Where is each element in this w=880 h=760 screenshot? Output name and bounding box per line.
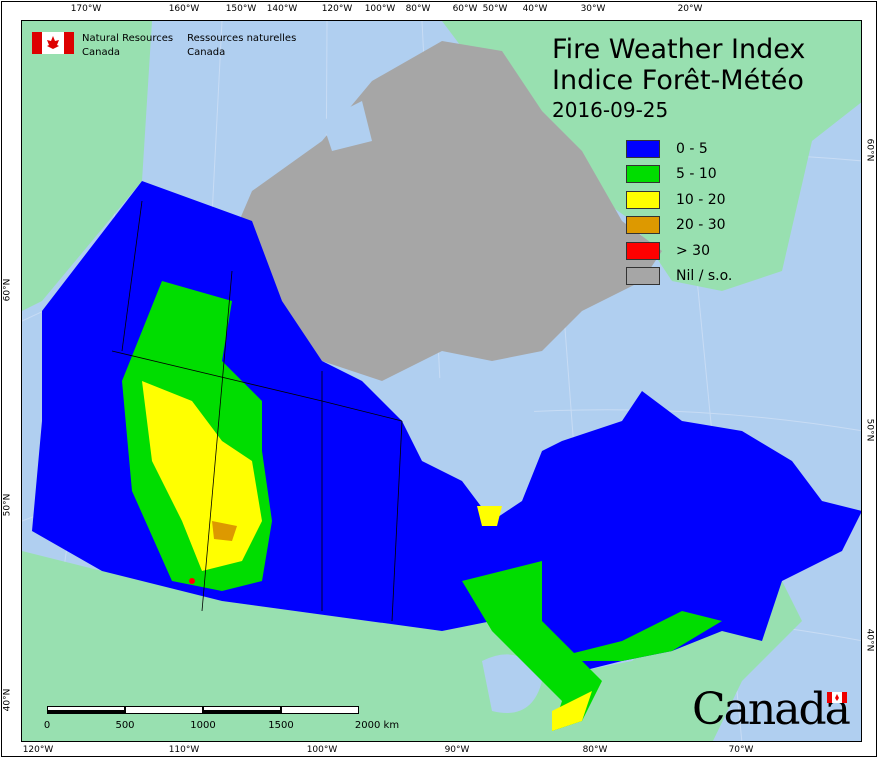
fwi-10-20-west — [142, 381, 262, 571]
legend-swatch — [626, 267, 660, 286]
legend-label: 0 - 5 — [676, 140, 708, 157]
fwi-5-10-ontario — [462, 561, 602, 731]
lon-label-top: 50°W — [482, 4, 508, 14]
alaska — [22, 21, 152, 311]
agency-fr-2: Canada — [187, 47, 226, 58]
legend-label: 10 - 20 — [676, 191, 726, 208]
legend-swatch — [626, 216, 660, 235]
lon-label-top: 120°W — [321, 4, 353, 14]
legend-swatch — [626, 139, 660, 158]
agency-fr: Ressources naturelles — [187, 33, 297, 44]
hudson-bay — [402, 371, 542, 521]
arctic-channel — [322, 101, 372, 151]
fwi-10-20-ontario — [552, 691, 592, 731]
scale-segment — [125, 706, 203, 714]
scale-segment — [281, 706, 359, 714]
arctic-archipelago-nil — [222, 41, 662, 381]
lon-label-bottom: 80°W — [582, 745, 608, 755]
legend-label: > 30 — [676, 242, 710, 259]
scale-segment — [47, 706, 125, 714]
borders — [111, 200, 403, 622]
fwi-5-10-quebec — [542, 611, 722, 661]
legend-item: 5 - 10 — [626, 162, 732, 188]
fwi-map[interactable] — [21, 20, 862, 742]
legend-label: 5 - 10 — [676, 166, 717, 183]
scale-label: 2000 km — [354, 720, 400, 731]
lon-label-bottom: 110°W — [168, 745, 200, 755]
title-en: Fire Weather Index — [552, 34, 806, 65]
lon-label-top: 170°W — [70, 4, 102, 14]
legend-item: > 30 — [626, 238, 732, 264]
lon-label-bottom: 120°W — [22, 745, 54, 755]
map-date: 2016-09-25 — [552, 98, 669, 122]
legend-label: Nil / s.o. — [676, 268, 733, 285]
great-lakes — [482, 654, 542, 713]
legend-swatch — [626, 190, 660, 209]
lon-label-top: 20°W — [677, 4, 703, 14]
scale-segment — [203, 706, 281, 714]
wordmark-flag-icon — [827, 692, 847, 703]
scale-label: 500 — [115, 720, 135, 731]
legend-label: 20 - 30 — [676, 217, 726, 234]
legend-item: 10 - 20 — [626, 187, 732, 213]
lat-label-left: 40°N — [2, 688, 13, 712]
legend-swatch — [626, 241, 660, 260]
lon-label-top: 160°W — [168, 4, 200, 14]
lat-label-right: 60°N — [864, 138, 875, 162]
map-canvas — [22, 21, 861, 741]
fwi-10-20-north-ontario — [477, 506, 502, 526]
lon-label-top: 30°W — [580, 4, 606, 14]
scale-label: 1000 — [190, 720, 216, 731]
lon-label-top: 100°W — [364, 4, 396, 14]
legend: 0 - 5 5 - 10 10 - 20 20 - 30 > 30 Nil / … — [626, 136, 732, 289]
legend-swatch — [626, 165, 660, 184]
united-states — [22, 541, 802, 741]
nrcan-logo: Natural Resources Canada Ressources natur… — [32, 32, 296, 60]
lat-label-left: 50°N — [2, 493, 13, 517]
agency-en-2: Canada — [82, 47, 121, 58]
scale-label: 1500 — [268, 720, 294, 731]
fwi-20-30-patch — [212, 521, 237, 541]
lat-label-right: 50°N — [864, 418, 875, 442]
map-title: Fire Weather Index Indice Forêt-Météo — [552, 34, 805, 96]
lon-label-bottom: 70°W — [728, 745, 754, 755]
legend-item: Nil / s.o. — [626, 264, 732, 290]
lat-label-right: 40°N — [864, 628, 875, 652]
canada-wordmark: Canada — [692, 684, 851, 735]
lon-label-top: 80°W — [405, 4, 431, 14]
fwi-over-30-patch — [189, 578, 195, 584]
scale-label: 0 — [43, 720, 51, 731]
lon-label-top: 140°W — [266, 4, 298, 14]
canada-flag-icon — [32, 32, 74, 54]
lon-label-top: 150°W — [225, 4, 257, 14]
lon-label-bottom: 100°W — [306, 745, 338, 755]
lat-label-left: 60°N — [2, 278, 13, 302]
lon-label-top: 40°W — [522, 4, 548, 14]
title-fr: Indice Forêt-Météo — [552, 65, 804, 96]
legend-item: 20 - 30 — [626, 213, 732, 239]
legend-item: 0 - 5 — [626, 136, 732, 162]
lon-label-top: 60°W — [452, 4, 478, 14]
lon-label-bottom: 90°W — [444, 745, 470, 755]
agency-en: Natural Resources — [82, 33, 174, 44]
